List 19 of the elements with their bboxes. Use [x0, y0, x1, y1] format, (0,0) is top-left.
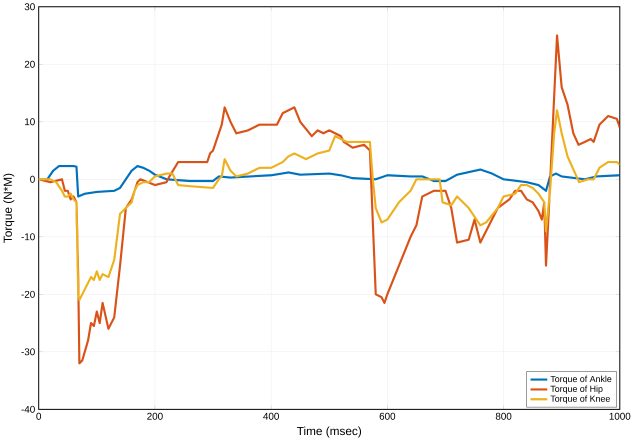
- y-tick-label: 0: [30, 176, 35, 183]
- x-tick-label: 600: [380, 412, 396, 420]
- y-tick-label: -10: [21, 233, 35, 240]
- x-tick-label: 200: [147, 412, 163, 420]
- legend-label: Torque of Knee: [550, 395, 610, 404]
- y-tick-label: 10: [25, 118, 35, 126]
- x-axis-title: Time (msec): [296, 426, 362, 438]
- y-tick-label: 30: [24, 3, 35, 10]
- x-tick-label: 0: [36, 412, 42, 420]
- y-tick-label: -30: [21, 348, 35, 356]
- x-tick-label: 1000: [610, 412, 630, 420]
- y-tick-label: -40: [21, 406, 35, 413]
- y-axis-title: Torque (N*M): [3, 174, 14, 243]
- x-tick-label: 800: [496, 412, 512, 420]
- y-tick-label: -20: [21, 290, 35, 298]
- legend-label: Torque of Hip: [550, 386, 603, 394]
- x-tick-label: 400: [263, 412, 279, 420]
- y-tick-label: 20: [24, 60, 35, 68]
- legend-label: Torque of Ankle: [550, 376, 612, 384]
